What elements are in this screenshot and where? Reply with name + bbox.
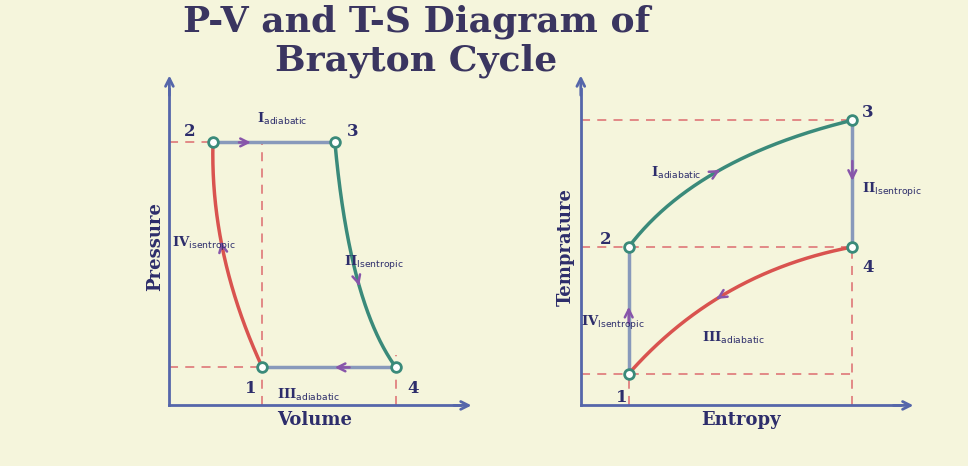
Text: 3: 3 bbox=[347, 123, 358, 140]
Text: I$_{\mathrm{adiabatic}}$: I$_{\mathrm{adiabatic}}$ bbox=[257, 111, 307, 128]
Text: 1: 1 bbox=[616, 389, 627, 406]
X-axis label: Volume: Volume bbox=[277, 411, 352, 429]
Text: III$_{\mathrm{adiabatic}}$: III$_{\mathrm{adiabatic}}$ bbox=[702, 330, 765, 346]
Text: II$_{\mathrm{Isentropic}}$: II$_{\mathrm{Isentropic}}$ bbox=[862, 181, 922, 199]
Text: 2: 2 bbox=[600, 231, 612, 248]
Text: 2: 2 bbox=[184, 123, 196, 140]
Text: 4: 4 bbox=[408, 380, 419, 397]
Text: II$_{\mathrm{Isentropic}}$: II$_{\mathrm{Isentropic}}$ bbox=[344, 254, 404, 272]
X-axis label: Entropy: Entropy bbox=[701, 411, 780, 429]
Y-axis label: Pressure: Pressure bbox=[146, 203, 164, 291]
Text: IV$_{\mathrm{isentropic}}$: IV$_{\mathrm{isentropic}}$ bbox=[172, 235, 236, 253]
Text: I$_{\mathrm{adiabatic}}$: I$_{\mathrm{adiabatic}}$ bbox=[651, 165, 702, 181]
Y-axis label: Temprature: Temprature bbox=[558, 188, 575, 306]
Text: 3: 3 bbox=[862, 104, 873, 121]
Text: 4: 4 bbox=[862, 260, 873, 276]
Text: IV$_{\mathrm{Isentropic}}$: IV$_{\mathrm{Isentropic}}$ bbox=[581, 314, 645, 332]
Text: P-V and T-S Diagram of
Brayton Cycle: P-V and T-S Diagram of Brayton Cycle bbox=[183, 5, 650, 78]
Text: III$_{\mathrm{adiabatic}}$: III$_{\mathrm{adiabatic}}$ bbox=[277, 387, 340, 403]
Text: 1: 1 bbox=[245, 380, 257, 397]
